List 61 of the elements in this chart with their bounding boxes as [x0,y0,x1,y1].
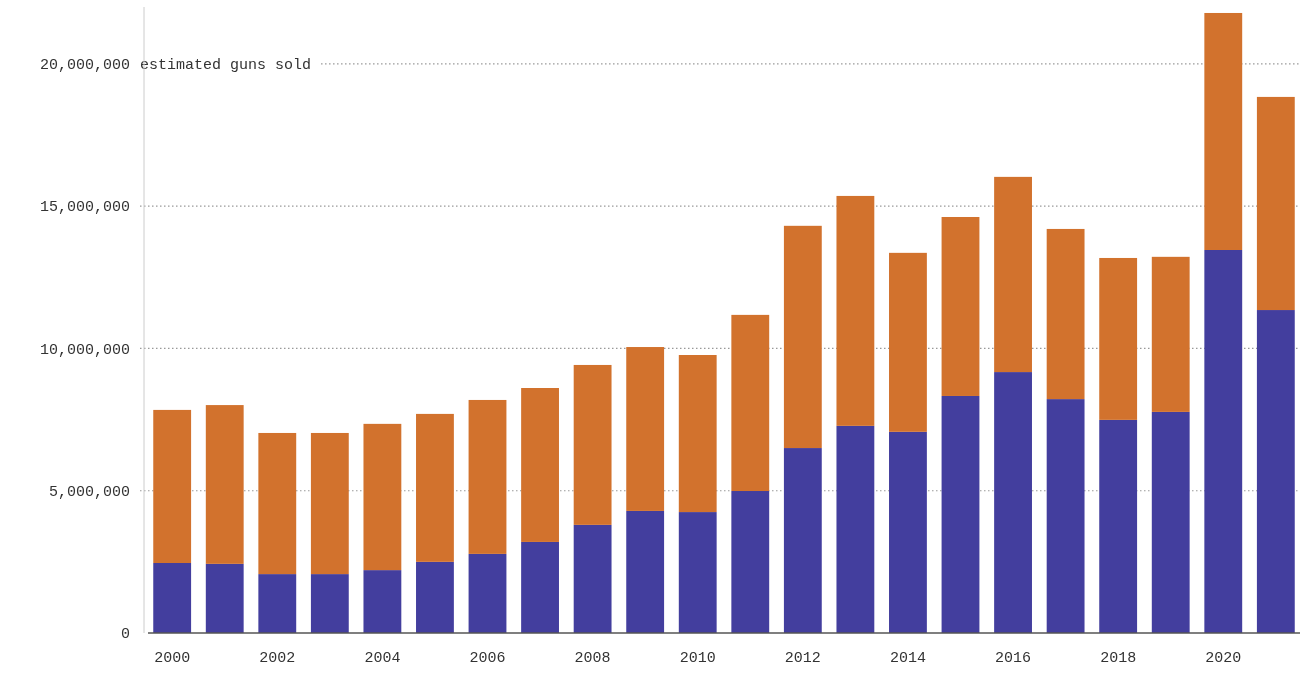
y-tick-label: 15,000,000 [39,199,130,217]
x-tick-label: 2008 [574,650,611,667]
bar [310,432,349,575]
x-tick-label: 2018 [1100,650,1137,667]
bar [889,252,927,432]
bar [468,553,507,633]
bar [153,563,192,633]
bar [521,388,559,542]
bar [1256,310,1295,633]
x-tick-label: 2004 [364,650,401,667]
bar [468,399,507,554]
x-tick-label: 2012 [784,650,821,667]
x-tick-label: 2006 [469,650,506,667]
y-tick-label: 10,000,000 [39,341,130,359]
bar [363,423,402,571]
y-axis-title: estimated guns sold [140,57,312,75]
x-tick-label: 2014 [889,650,926,667]
bar [416,561,454,633]
bar [573,364,612,525]
x-tick-label: 2000 [154,650,191,667]
x-tick-label: 2020 [1205,650,1242,667]
y-tick-label: 20,000,000 [39,57,130,75]
bar [626,510,665,633]
bar [731,314,770,492]
bar [941,395,980,633]
bar [783,225,822,449]
bar [1046,399,1085,633]
bar [153,409,192,563]
bar [1151,256,1190,412]
x-tick-label: 2010 [679,650,716,667]
y-tick-label: 5,000,000 [48,483,130,501]
bar [205,563,244,633]
bar [889,431,927,633]
bar [205,405,244,564]
bar [941,217,980,396]
bar [363,570,402,633]
x-tick-label: 2002 [259,650,296,667]
bar [1256,96,1295,311]
x-tick-label: 2016 [995,650,1032,667]
bar [783,448,822,633]
bar [573,524,612,633]
bar [678,512,717,633]
bar [836,425,875,633]
bar [731,491,770,633]
bar [1099,257,1138,420]
y-tick-label: 0 [120,626,130,644]
bar [1204,250,1243,633]
bar [1046,228,1085,400]
bar [521,541,559,633]
bar [258,432,297,575]
bar [678,355,717,513]
bar [1204,12,1243,250]
bar [258,574,297,633]
bar [1099,419,1138,633]
bar [994,176,1032,373]
bar [836,195,875,426]
bar [1151,411,1190,633]
bar [416,413,454,562]
bar [310,574,349,633]
bar [994,372,1032,633]
bar [626,347,665,511]
